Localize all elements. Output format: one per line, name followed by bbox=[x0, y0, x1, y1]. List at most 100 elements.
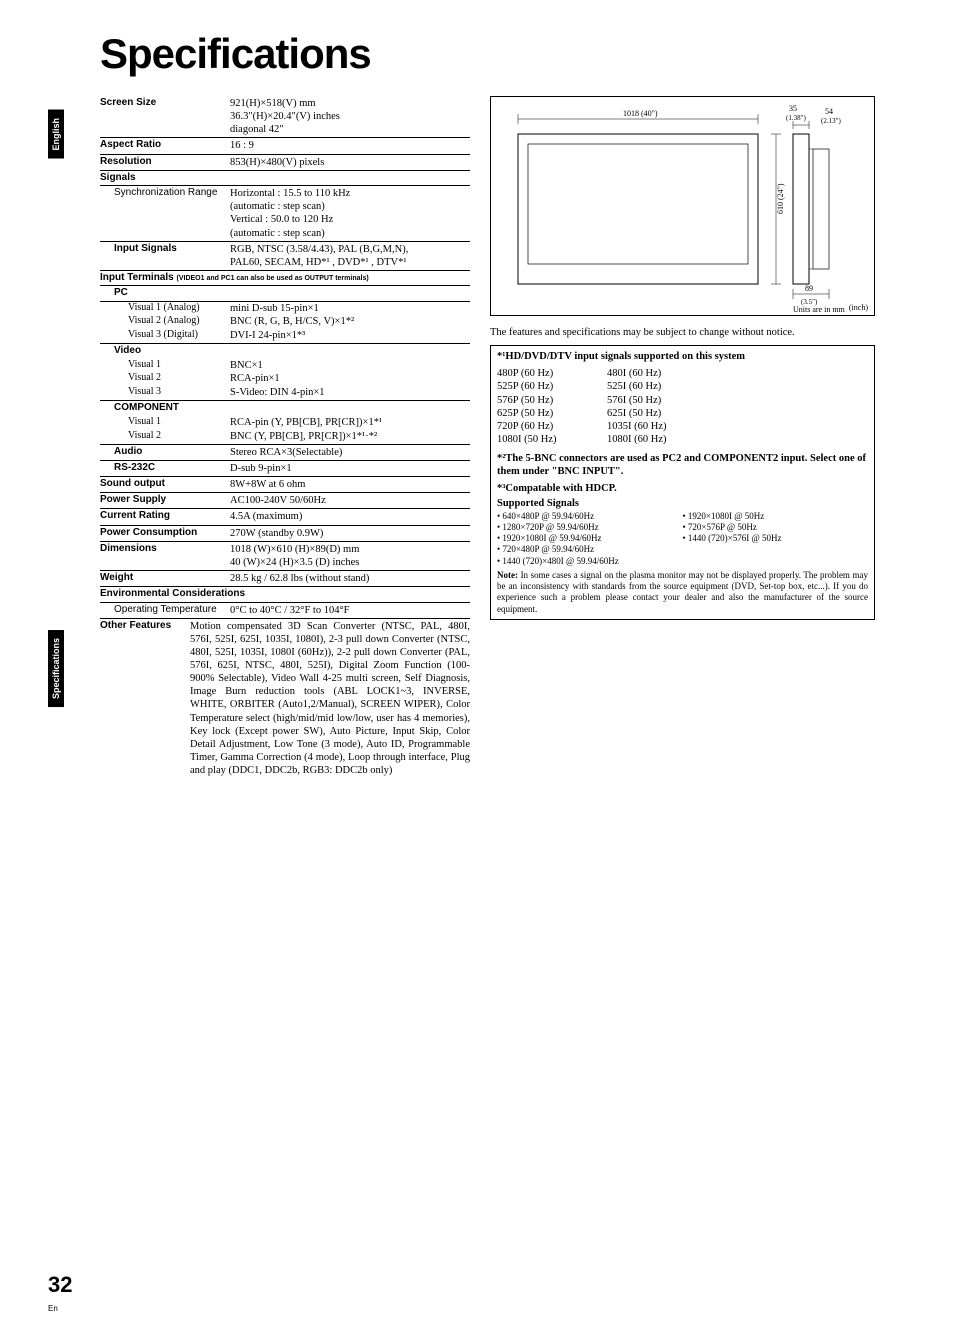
signal-cell: 625P (50 Hz) bbox=[497, 407, 607, 420]
diag-d: 89 bbox=[805, 284, 813, 293]
pc-v1a-label: Visual 1 (Analog) bbox=[100, 302, 230, 315]
diag-top2: 54 bbox=[825, 107, 833, 116]
side-tab-english: English bbox=[48, 110, 64, 159]
optemp-label: Operating Temperature bbox=[100, 604, 230, 617]
list-item: • 1920×1080I @ 50Hz bbox=[683, 511, 869, 522]
diagram-svg: 1018 (40") 35 (1.38") 54 (2.13") 610 (24… bbox=[493, 99, 873, 314]
screen-size-label: Screen Size bbox=[100, 97, 230, 136]
resolution-value: 853(H)×480(V) pixels bbox=[230, 156, 470, 169]
signal-cell: 1080I (60 Hz) bbox=[607, 433, 666, 446]
insig-l1: RGB, NTSC (3.58/4.43), PAL (B,G,M,N), bbox=[230, 243, 470, 256]
component-header: COMPONENT bbox=[100, 401, 470, 416]
page-lang: En bbox=[48, 1304, 58, 1313]
supported-header: Supported Signals bbox=[497, 497, 868, 510]
consumption-value: 270W (standby 0.9W) bbox=[230, 527, 470, 540]
signal-cell: 525I (60 Hz) bbox=[607, 380, 661, 393]
signal-cell: 480P (60 Hz) bbox=[497, 367, 607, 380]
input-terminals-header: Input Terminals (VIDEO1 and PC1 can also… bbox=[100, 271, 470, 287]
comp-v2-value: BNC (Y, PB[CB], PR[CR])×1*¹·*² bbox=[230, 430, 470, 443]
page-number: 32 En bbox=[48, 1272, 72, 1316]
sound-label: Sound output bbox=[100, 478, 230, 491]
comp-v1-label: Visual 1 bbox=[100, 416, 230, 429]
hdcp-note: *³Compatable with HDCP. bbox=[497, 482, 868, 495]
sound-value: 8W+8W at 6 ohm bbox=[230, 478, 470, 491]
insig-l2: PAL60, SECAM, HD*¹ , DVD*¹ , DTV*¹ bbox=[230, 256, 470, 269]
input-signals-label: Input Signals bbox=[100, 243, 230, 269]
dimensions-diagram: 1018 (40") 35 (1.38") 54 (2.13") 610 (24… bbox=[490, 96, 875, 316]
sync-l3: Vertical : 50.0 to 120 Hz bbox=[230, 213, 470, 226]
screen-size-l3: diagonal 42" bbox=[230, 123, 470, 136]
rs232c-value: D-sub 9-pin×1 bbox=[230, 462, 470, 475]
page-title: Specifications bbox=[100, 30, 371, 78]
list-item: • 1280×720P @ 59.94/60Hz bbox=[497, 522, 683, 533]
audio-value: Stereo RCA×3(Selectable) bbox=[230, 446, 470, 459]
optemp-value: 0°C to 40°C / 32°F to 104°F bbox=[230, 604, 470, 617]
sync-l2: (automatic : step scan) bbox=[230, 200, 470, 213]
list-item: • 720×576P @ 50Hz bbox=[683, 522, 869, 533]
video-v2-label: Visual 2 bbox=[100, 372, 230, 385]
dim-l1: 1018 (W)×610 (H)×89(D) mm bbox=[230, 543, 470, 556]
video-v1-label: Visual 1 bbox=[100, 359, 230, 372]
change-notice: The features and specifications may be s… bbox=[490, 326, 875, 339]
dimensions-value: 1018 (W)×610 (H)×89(D) mm 40 (W)×24 (H)×… bbox=[230, 543, 470, 569]
power-label: Power Supply bbox=[100, 494, 230, 507]
screen-size-l2: 36.3"(H)×20.4"(V) inches bbox=[230, 110, 470, 123]
specs-table: Screen Size 921(H)×518(V) mm 36.3"(H)×20… bbox=[100, 96, 470, 778]
sync-l1: Horizontal : 15.5 to 110 kHz bbox=[230, 187, 470, 200]
video-v3-value: S-Video: DIN 4-pin×1 bbox=[230, 386, 470, 399]
current-value: 4.5A (maximum) bbox=[230, 510, 470, 523]
rs232c-label: RS-232C bbox=[100, 462, 230, 475]
list-item: • 720×480P @ 59.94/60Hz bbox=[497, 544, 683, 555]
diag-w: 1018 (40") bbox=[623, 109, 658, 118]
diag-units-inch: (inch) bbox=[849, 303, 868, 313]
note-body: In some cases a signal on the plasma mon… bbox=[497, 570, 868, 614]
weight-label: Weight bbox=[100, 572, 230, 585]
table-row: 720P (60 Hz)1035I (60 Hz) bbox=[497, 420, 868, 433]
input-term-sub-text: (VIDEO1 and PC1 can also be used as OUTP… bbox=[177, 275, 369, 282]
diag-units: Units are in mm bbox=[793, 305, 846, 314]
pc-v3d-label: Visual 3 (Digital) bbox=[100, 329, 230, 342]
audio-label: Audio bbox=[100, 446, 230, 459]
signal-cell: 576P (50 Hz) bbox=[497, 394, 607, 407]
table-row: 1080I (50 Hz)1080I (60 Hz) bbox=[497, 433, 868, 446]
pc-v1a-value: mini D-sub 15-pin×1 bbox=[230, 302, 470, 315]
video-v3-label: Visual 3 bbox=[100, 386, 230, 399]
right-column: 1018 (40") 35 (1.38") 54 (2.13") 610 (24… bbox=[490, 96, 875, 620]
env-header: Environmental Considerations bbox=[100, 587, 470, 603]
list-item: • 1440 (720)×480I @ 59.94/60Hz bbox=[497, 556, 683, 567]
pc-header: PC bbox=[100, 286, 470, 302]
list-item: • 1920×1080I @ 59.94/60Hz bbox=[497, 533, 683, 544]
diag-top1: 35 bbox=[789, 104, 797, 113]
signal-cell: 576I (50 Hz) bbox=[607, 394, 661, 407]
screen-size-value: 921(H)×518(V) mm 36.3"(H)×20.4"(V) inche… bbox=[230, 97, 470, 136]
note-bold: Note: bbox=[497, 570, 518, 580]
signal-cell: 525P (60 Hz) bbox=[497, 380, 607, 393]
comp-v2-label: Visual 2 bbox=[100, 430, 230, 443]
dim-l2: 40 (W)×24 (H)×3.5 (D) inches bbox=[230, 556, 470, 569]
signal-cell: 1035I (60 Hz) bbox=[607, 420, 666, 433]
table-row: 625P (50 Hz)625I (50 Hz) bbox=[497, 407, 868, 420]
aspect-label: Aspect Ratio bbox=[100, 139, 230, 152]
sync-range-value: Horizontal : 15.5 to 110 kHz (automatic … bbox=[230, 187, 470, 240]
sync-range-label: Synchronization Range bbox=[100, 187, 230, 240]
video-v1-value: BNC×1 bbox=[230, 359, 470, 372]
other-features-value: Motion compensated 3D Scan Converter (NT… bbox=[190, 620, 470, 778]
power-value: AC100-240V 50/60Hz bbox=[230, 494, 470, 507]
dimensions-label: Dimensions bbox=[100, 543, 230, 569]
pc-v2a-label: Visual 2 (Analog) bbox=[100, 315, 230, 328]
signals-box: *¹HD/DVD/DTV input signals supported on … bbox=[490, 345, 875, 620]
weight-value: 28.5 kg / 62.8 lbs (without stand) bbox=[230, 572, 470, 585]
supported-signals: • 640×480P @ 59.94/60Hz• 1280×720P @ 59.… bbox=[497, 511, 868, 567]
signal-cell: 720P (60 Hz) bbox=[497, 420, 607, 433]
table-row: 480P (60 Hz)480I (60 Hz) bbox=[497, 367, 868, 380]
signal-cell: 480I (60 Hz) bbox=[607, 367, 661, 380]
input-signals-value: RGB, NTSC (3.58/4.43), PAL (B,G,M,N), PA… bbox=[230, 243, 470, 269]
bnc-note: *²The 5-BNC connectors are used as PC2 a… bbox=[497, 452, 868, 478]
hd-signals-table: 480P (60 Hz)480I (60 Hz)525P (60 Hz)525I… bbox=[497, 367, 868, 446]
signals-header: Signals bbox=[100, 171, 470, 187]
note-text: Note: In some cases a signal on the plas… bbox=[497, 570, 868, 615]
other-features-label: Other Features bbox=[100, 620, 190, 778]
resolution-label: Resolution bbox=[100, 156, 230, 169]
pc-v2a-value: BNC (R, G, B, H/CS, V)×1*² bbox=[230, 315, 470, 328]
video-header: Video bbox=[100, 344, 470, 359]
